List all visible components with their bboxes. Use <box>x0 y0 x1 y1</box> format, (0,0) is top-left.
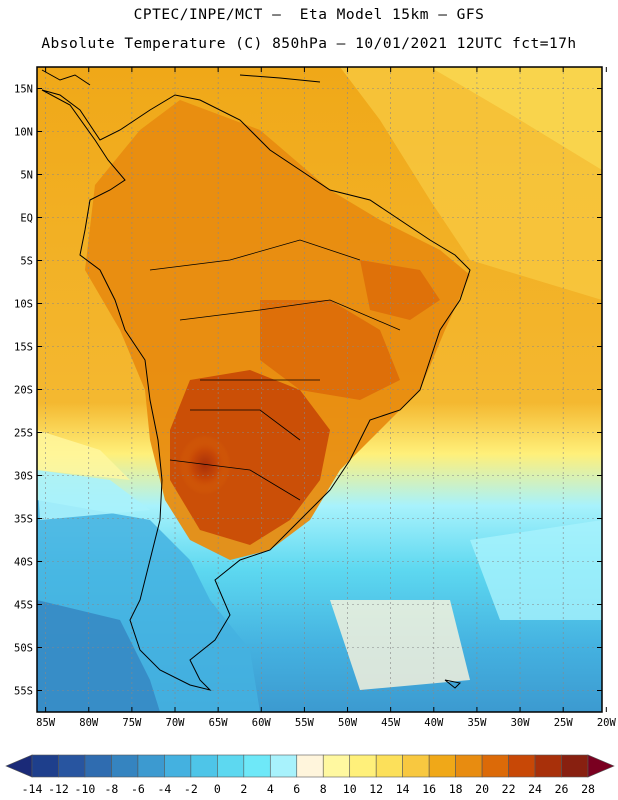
colorbar-label: 26 <box>555 782 569 796</box>
colorbar-segment <box>349 754 377 778</box>
colorbar-segment <box>481 754 509 778</box>
colorbar-label: -2 <box>184 782 198 796</box>
field-mild-band <box>37 430 130 480</box>
lat-tick-label: 5N <box>20 170 33 182</box>
lon-tick-label: 30W <box>511 717 531 729</box>
colorbar-segment <box>84 754 112 778</box>
lon-tick-label: 45W <box>381 717 401 729</box>
lon-tick-label: 20W <box>597 717 617 729</box>
colorbar-label: 8 <box>320 782 327 796</box>
lat-tick-label: EQ <box>20 213 33 225</box>
colorbar-segment <box>296 754 324 778</box>
colorbar-label: 10 <box>343 782 357 796</box>
colorbar-segment <box>561 754 589 778</box>
map-gridlines <box>37 67 602 712</box>
colorbar-label: -12 <box>48 782 69 796</box>
colorbar-label: 20 <box>475 782 489 796</box>
lon-tick-label: 65W <box>209 717 229 729</box>
lon-tick-label: 80W <box>79 717 99 729</box>
colorbar-label: -8 <box>104 782 118 796</box>
lat-tick-label: 35S <box>14 514 33 526</box>
chart-title-line2: Absolute Temperature (C) 850hPa – 10/01/… <box>41 36 577 52</box>
colorbar-segment <box>190 754 218 778</box>
lat-tick-label: 15N <box>14 84 33 96</box>
colorbar-label: 12 <box>369 782 383 796</box>
colorbar-segment <box>137 754 165 778</box>
coastlines <box>41 69 471 691</box>
field-cool-band <box>37 470 150 520</box>
field-atlantic-cool <box>470 520 602 620</box>
lon-tick-label: 75W <box>122 717 142 729</box>
lat-tick-label: 55S <box>14 686 33 698</box>
field-atlantic-mild <box>430 67 602 170</box>
lat-tick-label: 20S <box>14 385 33 397</box>
lat-tick-label: 10S <box>14 299 33 311</box>
chart-title-line1: CPTEC/INPE/MCT – Eta Model 15km – GFS <box>133 7 485 23</box>
colorbar-label: 4 <box>267 782 274 796</box>
colorbar-segment <box>58 754 86 778</box>
lat-tick-label: 40S <box>14 557 33 569</box>
colorbar-label: 0 <box>214 782 221 796</box>
south-america-coastline <box>41 89 471 691</box>
lat-tick-label: 15S <box>14 342 33 354</box>
colorbar-label: -4 <box>157 782 171 796</box>
lon-tick-label: 25W <box>554 717 574 729</box>
lat-tick-label: 25S <box>14 428 33 440</box>
field-atlantic-mild-south <box>330 600 470 690</box>
colorbar-under-arrow <box>5 754 33 778</box>
colorbar-segment <box>534 754 562 778</box>
colorbar-label: 16 <box>422 782 436 796</box>
colorbar-segment <box>508 754 536 778</box>
lat-tick-label: 5S <box>20 256 33 268</box>
colorbar-segment <box>164 754 192 778</box>
field-hot-spot <box>179 435 231 495</box>
lat-tick-label: 45S <box>14 600 33 612</box>
colorbar-segment <box>455 754 483 778</box>
island-outline <box>444 679 462 689</box>
colorbar-label: -6 <box>131 782 145 796</box>
lat-tick-label: 10N <box>14 127 33 139</box>
central-america-coastline <box>41 69 91 86</box>
colorbar: -14 -12 -10 -8 -6 -4 -2 0 2 4 6 8 10 12 14 16 18 20 22 24 26… <box>5 754 615 796</box>
colorbar-segment <box>375 754 403 778</box>
colorbar-segment <box>269 754 298 778</box>
lon-tick-label: 55W <box>295 717 315 729</box>
lon-tick-label: 70W <box>166 717 186 729</box>
colorbar-label: -14 <box>22 782 43 796</box>
colorbar-label: 6 <box>293 782 300 796</box>
colorbar-segment <box>402 754 430 778</box>
lat-tick-label: 50S <box>14 643 33 655</box>
colorbar-segment <box>243 754 271 778</box>
colorbar-label: 22 <box>502 782 516 796</box>
colorbar-label: 2 <box>240 782 247 796</box>
colorbar-label: 24 <box>528 782 542 796</box>
colorbar-segment <box>31 754 59 778</box>
lon-tick-label: 60W <box>252 717 272 729</box>
lat-tick-label: 30S <box>14 471 33 483</box>
colorbar-segment <box>111 754 139 778</box>
colorbar-segment <box>217 754 245 778</box>
colorbar-label: -10 <box>75 782 96 796</box>
colorbar-label: 18 <box>449 782 463 796</box>
lon-tick-label: 35W <box>467 717 487 729</box>
colorbar-over-arrow <box>587 754 615 778</box>
colorbar-segment <box>428 754 456 778</box>
field-central-brazil <box>260 300 400 400</box>
colorbar-label: 28 <box>581 782 595 796</box>
colorbar-label: 14 <box>396 782 410 796</box>
country-borders <box>149 239 401 501</box>
lon-tick-label: 40W <box>424 717 444 729</box>
caribbean-coastline <box>239 74 321 83</box>
lon-tick-label: 50W <box>338 717 358 729</box>
field-northeast-hot <box>360 260 440 320</box>
field-hot-core <box>170 370 330 545</box>
axis-ticks: 15N 10N 5N EQ 5S 10S 15S 20S 25S 30S 35S 40S 45S 50S 5… <box>14 67 616 729</box>
lon-tick-label: 85W <box>36 717 56 729</box>
colorbar-segment <box>322 754 351 778</box>
field-very-cold <box>37 600 160 712</box>
